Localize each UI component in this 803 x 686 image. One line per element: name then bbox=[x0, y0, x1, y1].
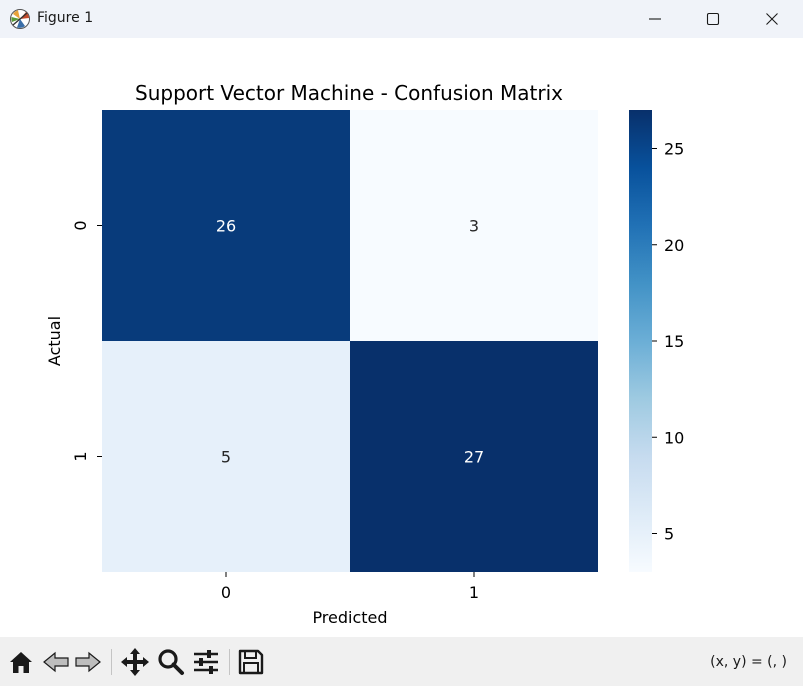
colorbar-tick-label: 20 bbox=[664, 236, 684, 255]
colorbar-tick-label: 15 bbox=[664, 332, 684, 351]
coordinates-readout: (x, y) = (, ) bbox=[710, 654, 787, 670]
figure-canvas[interactable]: Support Vector Machine - Confusion Matri… bbox=[0, 38, 803, 637]
window-title: Figure 1 bbox=[37, 10, 94, 26]
forward-arrow-icon bbox=[75, 651, 101, 673]
confusion-matrix-chart: Support Vector Machine - Confusion Matri… bbox=[45, 81, 684, 627]
heatmap-cell bbox=[350, 341, 598, 572]
y-axis-label: Actual bbox=[45, 316, 64, 366]
x-axis-label: Predicted bbox=[312, 608, 387, 627]
back-button[interactable] bbox=[40, 646, 72, 678]
cell-value-label: 3 bbox=[469, 217, 479, 236]
window-titlebar: Figure 1 bbox=[0, 0, 803, 38]
move-icon bbox=[121, 648, 149, 676]
chart-title: Support Vector Machine - Confusion Matri… bbox=[135, 81, 563, 105]
forward-button[interactable] bbox=[72, 646, 104, 678]
minimize-icon bbox=[649, 18, 661, 20]
x-tick-label: 0 bbox=[221, 583, 231, 602]
configure-button[interactable] bbox=[190, 646, 222, 678]
home-icon bbox=[10, 652, 32, 673]
close-button[interactable] bbox=[743, 0, 801, 38]
navigation-toolbar: (x, y) = (, ) bbox=[0, 637, 803, 686]
save-icon bbox=[238, 649, 264, 675]
colorbar-tick-label: 25 bbox=[664, 140, 684, 159]
heatmap-cell bbox=[102, 341, 350, 572]
x-tick-label: 1 bbox=[469, 583, 479, 602]
home-button[interactable] bbox=[5, 646, 37, 678]
minimize-button[interactable] bbox=[626, 0, 684, 38]
zoom-icon bbox=[158, 649, 184, 675]
toolbar-separator bbox=[229, 649, 230, 675]
back-arrow-icon bbox=[43, 651, 69, 673]
pan-button[interactable] bbox=[119, 646, 151, 678]
save-button[interactable] bbox=[235, 646, 267, 678]
close-icon bbox=[766, 13, 778, 25]
sliders-icon bbox=[194, 650, 218, 674]
zoom-button[interactable] bbox=[155, 646, 187, 678]
y-tick-label: 0 bbox=[71, 220, 90, 230]
maximize-icon bbox=[706, 12, 720, 26]
colorbar-tick-label: 10 bbox=[664, 428, 684, 447]
matplotlib-icon bbox=[9, 8, 31, 30]
y-tick-label: 1 bbox=[71, 451, 90, 461]
heatmap-cell bbox=[350, 110, 598, 341]
heatmap-cell bbox=[102, 110, 350, 341]
cell-value-label: 27 bbox=[464, 448, 484, 467]
cell-value-label: 26 bbox=[216, 217, 236, 236]
colorbar-tick-label: 5 bbox=[664, 525, 674, 544]
cell-value-label: 5 bbox=[221, 448, 231, 467]
maximize-button[interactable] bbox=[684, 0, 742, 38]
toolbar-separator bbox=[111, 649, 112, 675]
colorbar bbox=[629, 110, 652, 572]
